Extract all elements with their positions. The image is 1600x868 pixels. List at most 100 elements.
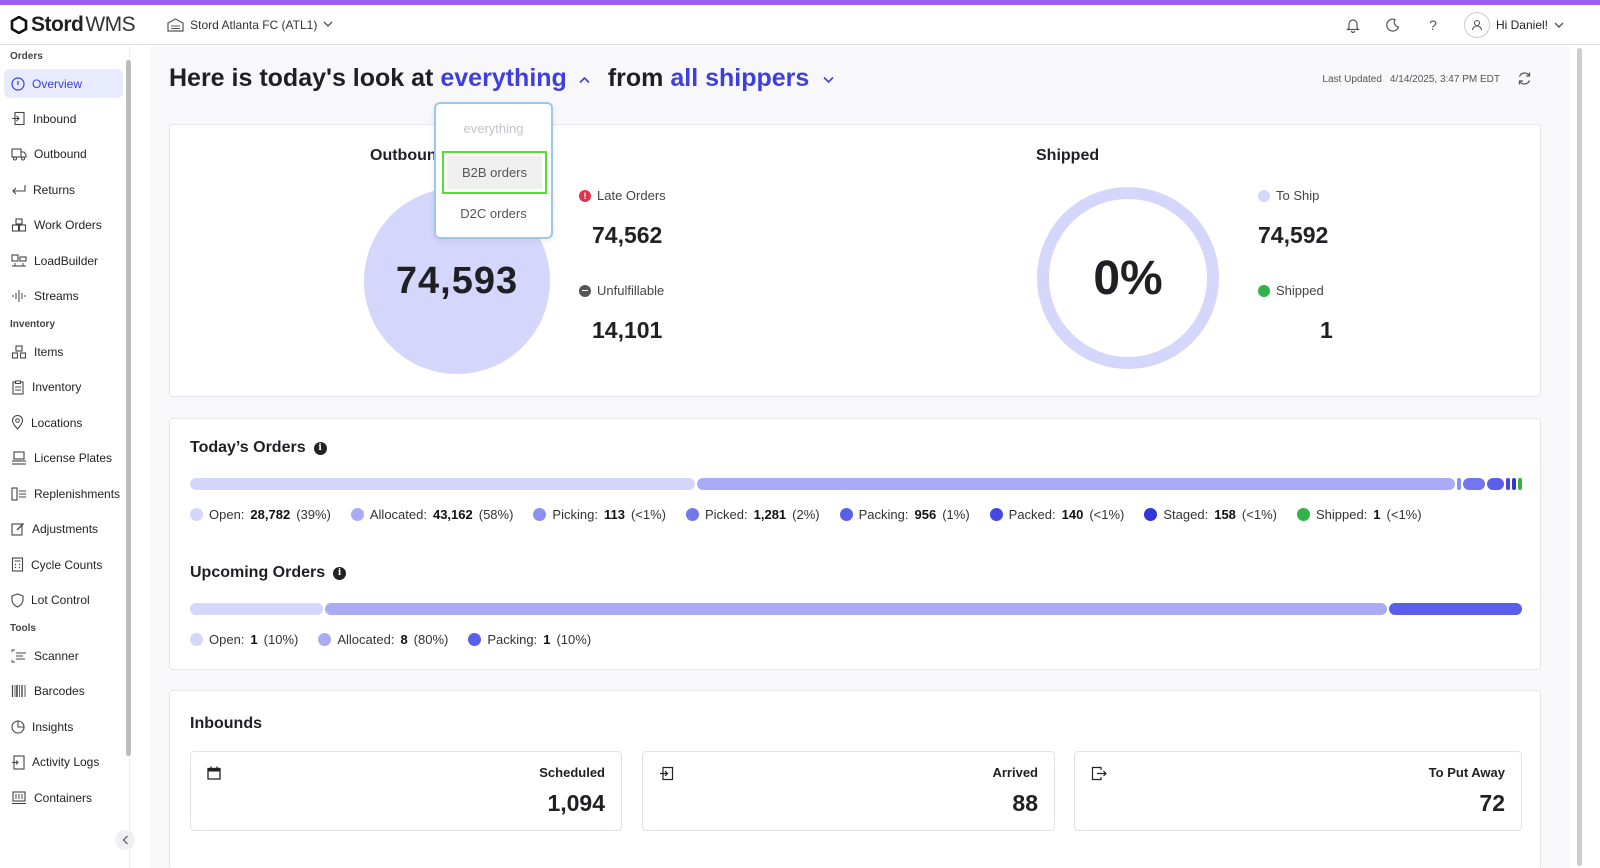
dropdown-option-everything: everything	[463, 121, 524, 136]
summary-card: Outboun 74,593 ! Late Orders 74,562 Unfu…	[169, 124, 1541, 397]
loadbuilder-icon	[11, 254, 27, 267]
facility-selector[interactable]: Stord Atlanta FC (ATL1)	[167, 18, 333, 32]
sidebar-item-label: Replenishments	[34, 486, 121, 501]
sidebar-item-lot-control[interactable]: Lot Control	[0, 583, 129, 619]
todays-orders-title: Today’s Orders i	[190, 439, 327, 457]
bell-icon[interactable]	[1344, 16, 1362, 34]
orders-card: Today’s Orders i Open: 28,782 (39%) Allocat…	[169, 418, 1541, 670]
boxes-icon	[11, 218, 27, 232]
sidebar-section-tools: Tools	[10, 623, 36, 634]
sidebar-item-label: Returns	[33, 182, 76, 197]
sidebar-item-cycle-counts[interactable]: Cycle Counts	[0, 547, 129, 583]
scheduled-label: Scheduled	[539, 765, 605, 780]
sidebar-item-activity-logs[interactable]: Activity Logs	[0, 745, 129, 781]
upcoming-orders-legend: Open: 1 (10%) Allocated: 8 (80%) Packing: 1 (10%…	[190, 632, 591, 647]
last-updated: Last Updated 4/14/2025, 3:47 PM EDT	[1322, 74, 1500, 85]
bar-segment[interactable]	[1463, 478, 1486, 490]
inbounds-card: Inbounds Scheduled 1,094 Arrived 88 To P…	[169, 690, 1541, 868]
sidebar-item-scanner[interactable]: Scanner	[0, 638, 129, 674]
dropdown-option-b2b[interactable]: B2B orders	[447, 156, 542, 189]
legend-value: 1	[543, 632, 551, 647]
sidebar-item-barcodes[interactable]: Barcodes	[0, 674, 129, 710]
scope-selector[interactable]: everything	[440, 64, 567, 92]
chevron-up-icon[interactable]	[579, 71, 590, 87]
sidebar-item-label: Locations	[31, 415, 83, 430]
sidebar-item-label: Items	[34, 344, 64, 359]
refresh-icon[interactable]	[1517, 71, 1532, 90]
user-menu[interactable]: Hi Daniel!	[1463, 12, 1564, 38]
legend-dot	[989, 508, 1003, 521]
container-icon	[12, 791, 26, 804]
sidebar-item-returns[interactable]: Returns	[0, 172, 129, 208]
sidebar-item-replenishments[interactable]: Replenishments	[0, 476, 129, 512]
barcode-icon	[11, 685, 26, 698]
bar-segment[interactable]	[1389, 603, 1522, 615]
shipped-dot	[1258, 284, 1270, 297]
sidebar-item-adjustments[interactable]: Adjustments	[0, 512, 129, 548]
sidebar-item-label: Overview	[32, 76, 83, 91]
scheduled-card[interactable]: Scheduled 1,094	[190, 751, 622, 831]
sidebar-item-locations[interactable]: Locations	[0, 405, 129, 441]
dropdown-option-d2c[interactable]: D2C orders	[460, 206, 527, 221]
legend-percent: (39%)	[296, 507, 331, 522]
minus-circle-icon	[579, 284, 591, 297]
to-ship-label: To Ship	[1258, 188, 1319, 203]
arrived-card[interactable]: Arrived 88	[642, 751, 1055, 831]
shipper-selector[interactable]: all shippers	[670, 64, 810, 92]
app-logo[interactable]: Stord WMS	[10, 13, 136, 37]
sidebar-item-inbound[interactable]: Inbound	[0, 101, 129, 137]
info-icon[interactable]: i	[313, 441, 327, 455]
late-orders-label: ! Late Orders	[579, 188, 666, 203]
sidebar-item-license-plates[interactable]: License Plates	[0, 441, 129, 477]
bar-segment[interactable]	[324, 603, 1388, 615]
bar-segment[interactable]	[1506, 478, 1511, 490]
outbound-total: 74,593	[395, 259, 519, 302]
legend-dot	[190, 633, 203, 646]
info-icon[interactable]: i	[333, 566, 347, 580]
help-icon[interactable]: ?	[1429, 17, 1437, 33]
collapse-sidebar-button[interactable]	[115, 830, 135, 850]
bar-segment[interactable]	[1512, 478, 1517, 490]
sidebar-section-inventory: Inventory	[10, 319, 56, 330]
to-put-away-value: 72	[1479, 790, 1505, 816]
to-put-away-card[interactable]: To Put Away 72	[1074, 751, 1522, 831]
bar-segment[interactable]	[190, 478, 696, 490]
shipped-percent: 0%	[1093, 251, 1163, 305]
sidebar-item-work-orders[interactable]: Work Orders	[0, 208, 129, 244]
bar-segment[interactable]	[1487, 478, 1505, 490]
unfulfillable-text: Unfulfillable	[597, 283, 665, 298]
legend-dot	[1296, 508, 1310, 521]
unfulfillable-value: 14,101	[592, 317, 663, 343]
legend-percent: (<1%)	[630, 507, 666, 522]
moon-icon[interactable]	[1384, 16, 1402, 34]
legend-label: Packing:	[487, 632, 538, 647]
last-updated-value: 4/14/2025, 3:47 PM EDT	[1389, 74, 1500, 85]
truck-icon	[11, 148, 27, 161]
sidebar-item-insights[interactable]: Insights	[0, 709, 129, 745]
legend-item: Shipped: 1 (<1%)	[1296, 507, 1422, 522]
chevron-down-icon[interactable]	[823, 71, 834, 87]
bar-segment[interactable]	[1457, 478, 1462, 490]
bar-segment[interactable]	[190, 603, 323, 615]
legend-percent: (<1%)	[1386, 507, 1422, 522]
bar-segment[interactable]	[1518, 478, 1522, 490]
sidebar-item-streams[interactable]: Streams	[0, 279, 129, 315]
sidebar-item-label: License Plates	[34, 451, 113, 466]
shipped-text: Shipped	[1276, 283, 1324, 298]
top-accent-stripe	[0, 0, 1600, 5]
sidebar-section-orders: Orders	[10, 51, 43, 62]
sidebar-item-items[interactable]: Items	[0, 334, 129, 370]
sidebar-item-inventory[interactable]: Inventory	[0, 370, 129, 406]
sidebar-item-containers[interactable]: Containers	[0, 780, 129, 816]
sidebar-item-label: Lot Control	[31, 593, 90, 608]
pallet-icon	[12, 451, 26, 465]
bar-segment[interactable]	[697, 478, 1456, 490]
page-title: Here is today's look at everything from …	[169, 64, 852, 93]
page-scrollbar[interactable]	[1577, 48, 1582, 866]
sidebar-item-outbound[interactable]: Outbound	[0, 137, 129, 173]
scheduled-value: 1,094	[547, 790, 605, 816]
edit-icon	[11, 523, 24, 536]
sidebar-scrollbar[interactable]	[126, 60, 131, 756]
sidebar-item-loadbuilder[interactable]: LoadBuilder	[0, 243, 129, 279]
sidebar-item-overview[interactable]: Overview	[4, 69, 123, 98]
